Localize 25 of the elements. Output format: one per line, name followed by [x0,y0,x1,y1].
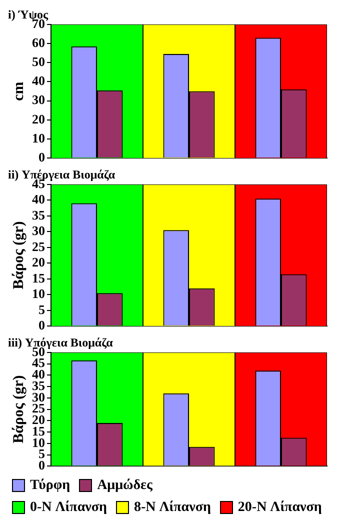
y-tick-label: 30 [32,92,45,108]
y-tick-label: 5 [38,302,46,317]
y-tick-label: 60 [32,34,45,50]
legend-label: Αμμώδες [96,477,152,495]
y-tick-label: 35 [32,207,46,222]
y-tick-label: 40 [32,73,45,88]
y-axis-title: Βάρος (gr) [10,375,27,444]
y-tick-label: 20 [32,254,45,270]
y-tick-label: 20 [32,111,45,126]
y-tick-label: 10 [32,286,45,302]
y-axis-title: cm [10,81,27,101]
legend-label: Τύρφη [29,477,70,495]
y-tick-label: 15 [32,270,46,286]
chart-title: i) Ύψος [8,7,49,22]
category-label: 0-N Λίπανση [30,500,107,515]
y-axis-title: Βάρος (gr) [10,221,27,290]
y-tick-label: 0 [38,318,45,333]
y-tick-label: 50 [32,54,45,69]
y-tick-label: 25 [32,238,46,254]
y-tick-label: 0 [38,150,45,165]
y-tick-label: 30 [32,223,45,238]
y-tick-label: 10 [32,130,45,146]
category-label: 8-N Λίπανση [134,500,211,515]
category-label: 20-N Λίπανση [238,500,322,515]
y-tick-label: 40 [32,192,45,207]
